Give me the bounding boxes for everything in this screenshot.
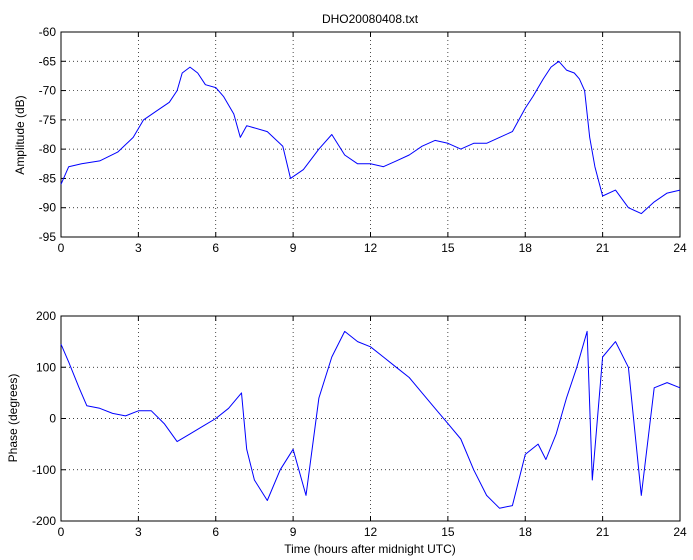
phase-y-tick-label: -200 (32, 514, 56, 528)
amplitude-y-tick-label: -85 (39, 171, 57, 185)
amplitude-y-tick-label: -80 (39, 142, 57, 156)
amplitude-y-axis-label: Amplitude (dB) (13, 95, 27, 174)
amplitude-x-tick-label: 24 (673, 241, 687, 255)
amplitude-x-tick-label: 21 (596, 241, 610, 255)
amplitude-x-tick-label: 15 (441, 241, 455, 255)
phase-y-axis-label: Phase (degrees) (6, 374, 20, 463)
phase-series-line (60, 330, 681, 509)
amplitude-y-tick-label: -60 (39, 25, 57, 39)
phase-x-tick-label: 18 (519, 525, 533, 539)
phase-x-tick-label: 3 (135, 525, 142, 539)
amplitude-y-tick-label: -65 (39, 54, 57, 68)
amplitude-x-tick-label: 0 (58, 241, 65, 255)
phase-panel: 0 3 6 9 12 15 18 21 24 -200 -100 0 100 200 Phase (deg… (6, 309, 687, 556)
phase-x-tick-label: 0 (58, 525, 65, 539)
phase-x-tick-label: 6 (212, 525, 219, 539)
amplitude-axes-frame (60, 31, 681, 238)
amplitude-y-tick-label: -90 (39, 201, 57, 215)
phase-x-tick-label: 12 (364, 525, 378, 539)
phase-x-tick-label: 24 (673, 525, 687, 539)
amplitude-y-tick-label: -75 (39, 113, 57, 127)
phase-x-tick-label: 9 (290, 525, 297, 539)
amplitude-ticks: 0 3 6 9 12 15 18 21 24 -95 -90 -85 -80 -75 -70 -65 -60 (39, 25, 687, 255)
amplitude-panel: 0 3 6 9 12 15 18 21 24 -95 -90 -85 -80 -75 -70 -65 -60 A… (13, 25, 687, 255)
amplitude-x-tick-label: 3 (135, 241, 142, 255)
phase-y-tick-label: -100 (32, 463, 56, 477)
amplitude-x-tick-label: 12 (364, 241, 378, 255)
phase-ticks: 0 3 6 9 12 15 18 21 24 -200 -100 0 100 200 (32, 309, 687, 539)
phase-x-tick-label: 15 (441, 525, 455, 539)
amplitude-y-tick-label: -70 (39, 84, 57, 98)
amplitude-series-line (60, 60, 681, 215)
phase-x-tick-label: 21 (596, 525, 610, 539)
phase-y-tick-label: 200 (36, 309, 56, 323)
amplitude-y-tick-label: -95 (39, 230, 57, 244)
amplitude-x-tick-label: 18 (519, 241, 533, 255)
phase-y-tick-label: 0 (49, 412, 56, 426)
phase-y-tick-label: 100 (36, 360, 56, 374)
amplitude-x-tick-label: 9 (290, 241, 297, 255)
amplitude-x-tick-label: 6 (212, 241, 219, 255)
x-axis-label: Time (hours after midnight UTC) (284, 542, 456, 556)
amplitude-grid (61, 32, 680, 237)
chart-title: DHO20080408.txt (322, 12, 419, 26)
